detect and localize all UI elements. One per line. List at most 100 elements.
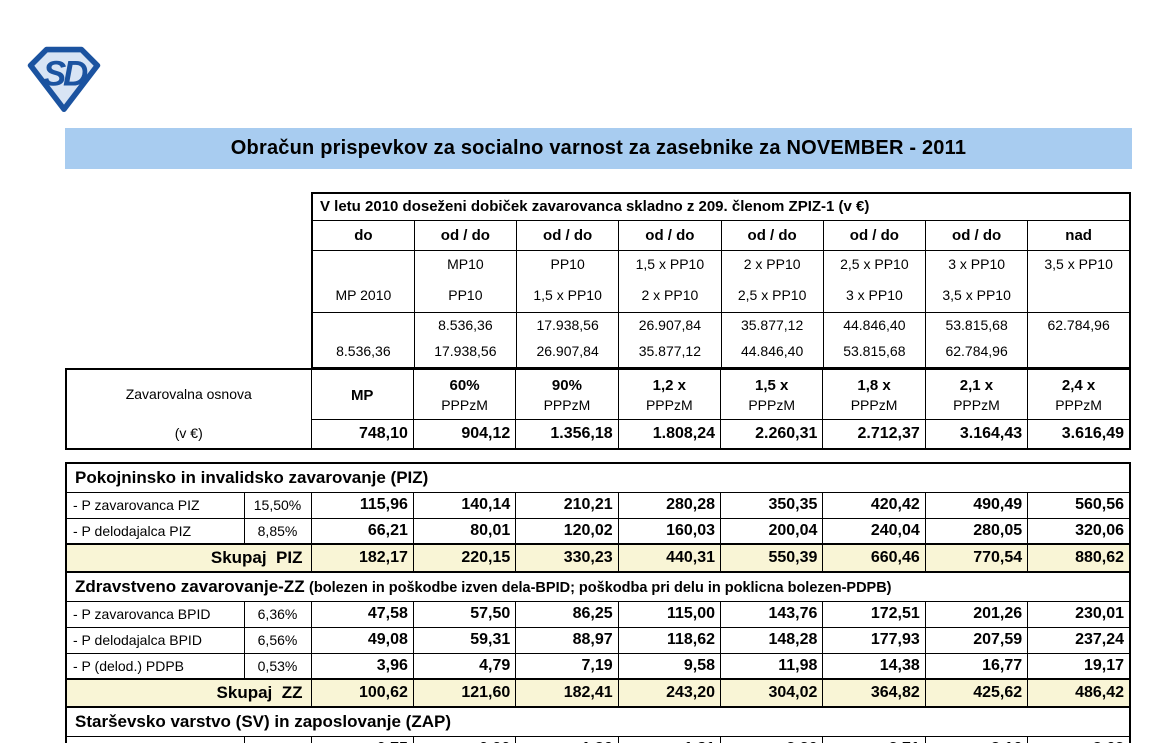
contribution-rate: 6,36% [243, 600, 312, 628]
amount-cell: 17.938,56 26.907,84 [515, 311, 620, 369]
value-cell: 120,02 [515, 517, 619, 545]
base-value-cell: 1.356,18 [515, 418, 619, 450]
value-cell: 280,28 [617, 491, 722, 519]
contributions-table-body: Pokojninsko in invalidsko zavarovanje (P… [65, 462, 1131, 743]
contributions-table: Pokojninsko in invalidsko zavarovanje (P… [65, 462, 1131, 743]
value-cell: 57,50 [412, 600, 517, 628]
value-cell: 9,58 [617, 652, 722, 680]
amount-cell: 8.536,36 [311, 311, 415, 369]
value-cell: 115,00 [617, 600, 722, 628]
sd-shield-icon: SD [27, 46, 101, 113]
value-cell: 320,06 [1027, 517, 1131, 545]
base-header-cell: 2,4 x PPPzM [1027, 368, 1131, 420]
base-value-cell: 1.808,24 [617, 418, 722, 450]
section-header-cell: Pokojninsko in invalidsko zavarovanje (P… [65, 462, 1131, 493]
value-cell: 16,77 [924, 652, 1029, 680]
base-unit-label: (v €) [174, 425, 203, 441]
base-header-cell: 1,5 x PPPzM [719, 368, 824, 420]
total-value-cell: 182,17 [310, 543, 414, 573]
total-value-cell: 880,62 [1027, 543, 1131, 573]
contribution-row: - P delodajalca PIZ 8,85% 66,21 80,01 12… [65, 517, 1131, 545]
total-value-cell: 304,02 [719, 678, 824, 708]
total-value-cell: 364,82 [822, 678, 926, 708]
amount-cell: 62.784,96 [1027, 311, 1131, 369]
value-cell: 19,17 [1027, 652, 1131, 680]
total-row: Skupaj ZZ 100,62 121,60 182,41 243,20 30… [65, 678, 1131, 708]
bound-cell: PP10 1,5 x PP10 [515, 249, 620, 313]
base-value-cell: 748,10 [310, 418, 414, 450]
contribution-row: - P delodajalca BPID 6,56% 49,08 59,31 8… [65, 626, 1131, 654]
base-header-cell: 1,8 x PPPzM [822, 368, 926, 420]
base-value-cell: 2.712,37 [822, 418, 926, 450]
amount-cell: 53.815,68 62.784,96 [924, 311, 1029, 369]
contribution-label: - P zavarovanca SV [65, 735, 245, 743]
value-cell: 2,26 [719, 735, 824, 743]
section-header-row: Starševsko varstvo (SV) in zaposlovanje … [65, 706, 1131, 737]
contribution-rate: 6,56% [243, 626, 312, 654]
total-value-cell: 100,62 [310, 678, 414, 708]
value-cell: 160,03 [617, 517, 722, 545]
range-cell: nad [1027, 219, 1131, 251]
company-logo: SD [24, 44, 104, 114]
section-header-cell: Zdravstveno zavarovanje-ZZ (bolezen in p… [65, 571, 1131, 602]
value-cell: 80,01 [412, 517, 517, 545]
value-cell: 49,08 [310, 626, 414, 654]
bound-cell: 3 x PP10 3,5 x PP10 [924, 249, 1029, 313]
total-value-cell: 220,15 [412, 543, 517, 573]
range-label-row: do od / do od / do od / do od / do od / … [311, 219, 1131, 251]
contribution-rate: 0,10% [243, 735, 312, 743]
amounts-row: 8.536,36 8.536,36 17.938,56 17.938,56 26.9… [311, 311, 1131, 369]
value-cell: 200,04 [719, 517, 824, 545]
base-label: Zavarovalna osnova [125, 386, 252, 402]
contribution-rate: 8,85% [243, 517, 312, 545]
value-cell: 280,05 [924, 517, 1029, 545]
total-value-cell: 121,60 [412, 678, 517, 708]
value-cell: 3,96 [310, 652, 414, 680]
contribution-row: - P zavarovanca PIZ 15,50% 115,96 140,14… [65, 491, 1131, 519]
bound-cell: 2,5 x PP10 3 x PP10 [822, 249, 927, 313]
value-cell: 4,79 [412, 652, 517, 680]
base-value-cell: 3.616,49 [1027, 418, 1131, 450]
amount-cell: 8.536,36 17.938,56 [413, 311, 518, 369]
section-subtitle: (bolezen in poškodbe izven dela-BPID; po… [309, 579, 892, 596]
contribution-row: - P (delod.) PDPB 0,53% 3,96 4,79 7,19 9… [65, 652, 1131, 680]
total-label: Skupaj ZZ [65, 678, 312, 708]
profit-table-title: V letu 2010 doseženi dobiček zavarovanca… [311, 192, 1131, 221]
value-cell: 560,56 [1027, 491, 1131, 519]
bound-cell: MP10 PP10 [413, 249, 518, 313]
total-value-cell: 182,41 [515, 678, 619, 708]
bound-cell: 3,5 x PP10 [1027, 249, 1131, 313]
range-cell: od / do [720, 219, 824, 251]
value-cell: 1,36 [515, 735, 619, 743]
section-title: Pokojninsko in invalidsko zavarovanje (P… [75, 467, 429, 487]
range-cell: od / do [618, 219, 722, 251]
range-cell: od / do [924, 219, 1029, 251]
value-cell: 1,81 [617, 735, 722, 743]
value-cell: 86,25 [515, 600, 619, 628]
base-values-row: 748,10 904,12 1.356,18 1.808,24 2.260,31… [66, 418, 1131, 450]
value-cell: 14,38 [822, 652, 926, 680]
contribution-rate: 15,50% [243, 491, 312, 519]
value-cell: 3,62 [1027, 735, 1131, 743]
range-cell: od / do [515, 219, 620, 251]
profit-range-table: V letu 2010 doseženi dobiček zavarovanca… [311, 192, 1131, 369]
contribution-label: - P (delod.) PDPB [65, 652, 245, 680]
contribution-rate: 0,53% [243, 652, 312, 680]
logo-letters: SD [43, 54, 88, 93]
value-cell: 88,97 [515, 626, 619, 654]
value-cell: 172,51 [822, 600, 926, 628]
total-value-cell: 550,39 [719, 543, 824, 573]
value-cell: 207,59 [924, 626, 1029, 654]
value-cell: 0,75 [310, 735, 414, 743]
section-header-row: Pokojninsko in invalidsko zavarovanje (P… [65, 462, 1131, 493]
total-value-cell: 660,46 [822, 543, 926, 573]
value-cell: 237,24 [1027, 626, 1131, 654]
value-cell: 230,01 [1027, 600, 1131, 628]
value-cell: 3,16 [924, 735, 1029, 743]
base-header-cell: 60% PPPzM [412, 368, 517, 420]
contribution-label: - P delodajalca BPID [65, 626, 245, 654]
section-header-cell: Starševsko varstvo (SV) in zaposlovanje … [65, 706, 1131, 737]
range-cell: od / do [822, 219, 927, 251]
value-cell: 420,42 [822, 491, 926, 519]
